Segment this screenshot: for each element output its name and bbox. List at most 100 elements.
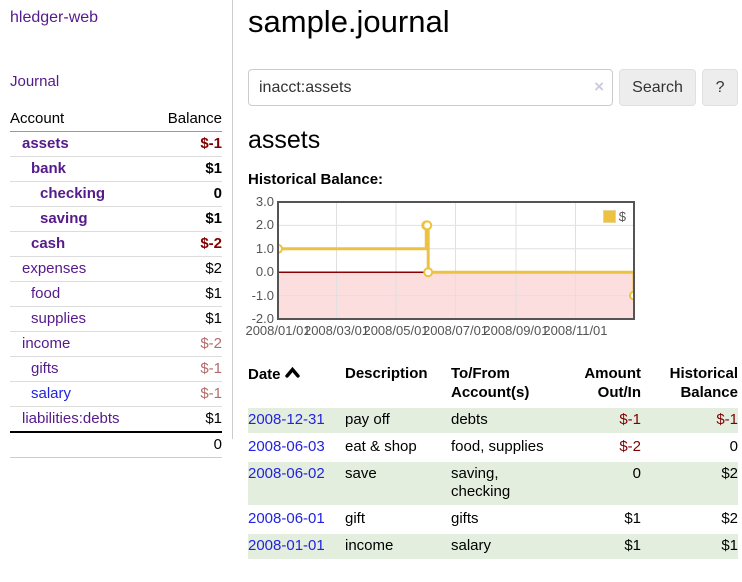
data-point-marker	[423, 267, 434, 278]
transaction-accounts: gifts	[451, 506, 559, 534]
register-row: 2008-12-31 pay off debts $-1 $-1	[248, 408, 738, 435]
legend-swatch-icon	[602, 210, 616, 223]
x-tick-label: 2008/09/01	[483, 323, 549, 338]
x-tick-label: 2008/03/01	[303, 323, 370, 338]
register-row: 2008-01-01 income salary $1 $1	[248, 533, 738, 561]
transaction-date-link[interactable]: 2008-06-02	[248, 465, 325, 482]
y-tick-label: 2.0	[255, 217, 274, 233]
register-header-date[interactable]: Date	[248, 363, 345, 408]
register-row: 2008-06-02 save saving, checking 0 $2	[248, 461, 738, 507]
transaction-date-link[interactable]: 2008-01-01	[248, 537, 325, 554]
account-row: liabilities:debts $1	[10, 406, 222, 433]
account-row: expenses $2	[10, 256, 222, 282]
transaction-accounts: debts	[451, 408, 559, 435]
search-button[interactable]: Search	[619, 69, 697, 106]
register-row: 2008-06-03 eat & shop food, supplies $-2…	[248, 434, 738, 462]
transaction-description: pay off	[345, 408, 451, 435]
account-row: food $1	[10, 281, 222, 307]
x-tick-label: 2008/07/01	[422, 323, 489, 338]
register-table: Date Description To/From Account(s) Amou…	[248, 363, 738, 561]
accounts-header-balance: Balance	[151, 107, 222, 132]
register-header-description: Description	[345, 365, 428, 382]
chart-legend: $	[602, 209, 626, 224]
account-link-food[interactable]: food	[31, 285, 61, 302]
transaction-date-link[interactable]: 2008-06-01	[248, 510, 325, 527]
register-header-amount: Amount Out/In	[584, 365, 641, 401]
sidebar-item-journal[interactable]: Journal	[10, 73, 60, 90]
account-link-liabilities-debts[interactable]: liabilities:debts	[22, 410, 120, 427]
transaction-description: save	[345, 461, 451, 507]
transaction-amount: $-1	[559, 408, 641, 435]
account-link-checking[interactable]: checking	[40, 185, 106, 202]
search-bar: × Search ?	[248, 69, 738, 106]
accounts-header-account: Account	[10, 107, 152, 132]
transaction-amount: 0	[559, 461, 641, 507]
clear-search-icon[interactable]: ×	[594, 77, 604, 96]
transaction-balance: $2	[641, 506, 738, 534]
transaction-date-link[interactable]: 2008-12-31	[248, 411, 325, 428]
transaction-description: eat & shop	[345, 434, 451, 462]
transaction-balance: $1	[641, 533, 738, 561]
account-link-gifts[interactable]: gifts	[31, 360, 59, 377]
account-balance: 0	[151, 181, 222, 207]
account-balance: $-1	[151, 356, 222, 382]
account-row: saving $1	[10, 206, 222, 232]
transaction-date-link[interactable]: 2008-06-03	[248, 438, 325, 455]
transaction-amount: $-2	[559, 434, 641, 462]
account-link-income[interactable]: income	[22, 335, 71, 352]
accounts-total-row: 0	[10, 431, 222, 458]
account-balance: $-2	[151, 231, 222, 257]
search-input[interactable]	[248, 69, 613, 106]
transaction-accounts: food, supplies	[451, 434, 559, 462]
transaction-amount: $1	[559, 533, 641, 561]
page-title: sample.journal	[248, 4, 450, 39]
account-balance: $1	[151, 281, 222, 307]
account-heading: assets	[248, 126, 321, 154]
sort-ascending-icon	[284, 364, 300, 383]
account-link-salary[interactable]: salary	[31, 385, 72, 402]
account-row: assets $-1	[10, 131, 222, 157]
transaction-balance: $-1	[641, 408, 738, 435]
account-balance: $-1	[151, 131, 222, 157]
register-header-row: Date Description To/From Account(s) Amou…	[248, 363, 738, 408]
y-tick-label: 3.0	[255, 194, 274, 209]
account-link-supplies[interactable]: supplies	[31, 310, 87, 327]
account-row: supplies $1	[10, 306, 222, 332]
accounts-table: Account Balance assets $-1 bank $1 checkin…	[10, 107, 222, 458]
account-link-assets[interactable]: assets	[22, 135, 69, 152]
transaction-accounts: salary	[451, 533, 559, 561]
x-tick-label: 2008/05/01	[363, 323, 429, 338]
account-link-cash[interactable]: cash	[31, 235, 66, 252]
accounts-header-row: Account Balance	[10, 107, 222, 132]
y-tick-label: -1.0	[251, 287, 274, 303]
account-row: checking 0	[10, 181, 222, 207]
sidebar: hledger-web Journal Account Balance asse…	[0, 0, 232, 458]
sidebar-divider	[232, 0, 233, 439]
register-header-account: To/From Account(s)	[451, 365, 530, 401]
y-tick-label: 0.0	[255, 264, 274, 280]
x-tick-label: 2008/01/01	[245, 323, 311, 338]
y-tick-label: 1.0	[255, 240, 274, 256]
chart-x-axis-labels: 2008/01/01 2008/03/01 2008/05/01 2008/07/01…	[245, 323, 635, 340]
historical-balance-chart: 3.0 2.0 1.0 0.0 -1.0 -2.0 2008/01/01 2008/03/0…	[245, 194, 636, 341]
account-balance: $1	[151, 406, 222, 433]
y-tick-label: -2.0	[251, 311, 274, 326]
account-balance: $-1	[151, 381, 222, 407]
help-button[interactable]: ?	[702, 69, 738, 106]
transaction-balance: $2	[641, 461, 738, 507]
transaction-description: income	[345, 533, 451, 561]
account-link-saving[interactable]: saving	[40, 210, 88, 227]
accounts-total-value: 0	[10, 431, 222, 458]
account-link-bank[interactable]: bank	[31, 160, 67, 177]
app-brand-link[interactable]: hledger-web	[10, 9, 99, 26]
main-content: sample.journal × Search ? assets Histori…	[245, 0, 738, 561]
account-link-expenses[interactable]: expenses	[22, 260, 87, 277]
plot-border	[277, 201, 635, 320]
account-row: gifts $-1	[10, 356, 222, 382]
transaction-amount: $1	[559, 506, 641, 534]
account-row: salary $-1	[10, 381, 222, 407]
transaction-description: gift	[345, 506, 451, 534]
chart-plot	[277, 201, 635, 320]
account-row: cash $-2	[10, 231, 222, 257]
register-row: 2008-06-01 gift gifts $1 $2	[248, 506, 738, 534]
